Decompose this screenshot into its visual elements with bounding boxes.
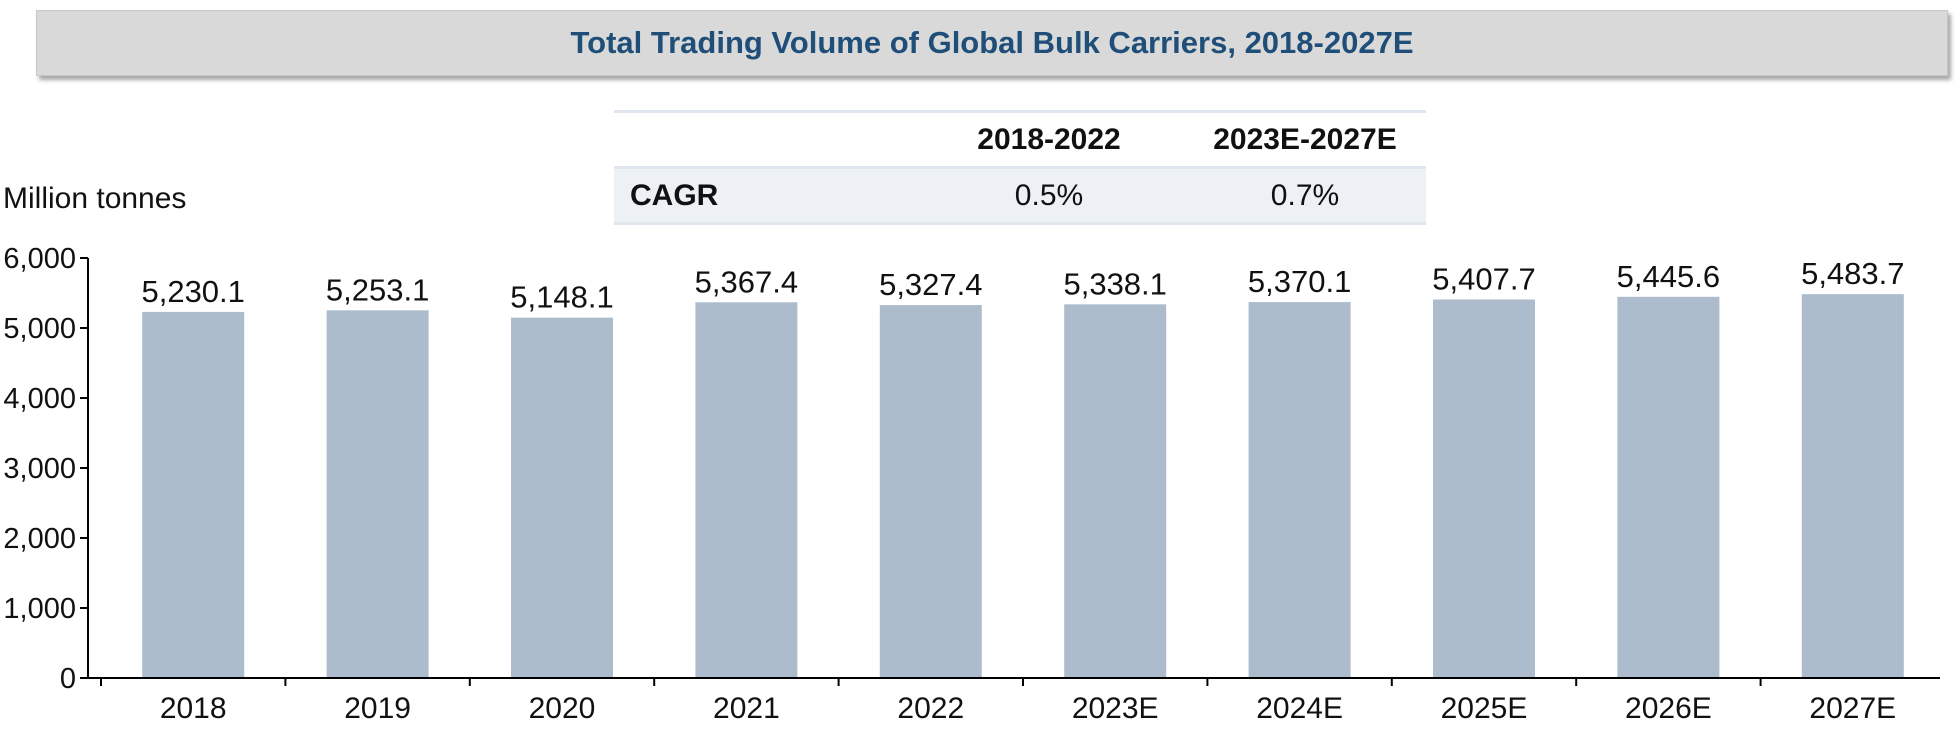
y-tick-label: 3,000 xyxy=(3,453,76,485)
chart-title: Total Trading Volume of Global Bulk Carr… xyxy=(570,25,1414,60)
bar xyxy=(142,311,245,678)
y-tick-label: 1,000 xyxy=(3,593,76,625)
x-tick-label: 2022 xyxy=(897,692,964,725)
x-tick-label: 2018 xyxy=(160,692,227,725)
x-tick-label: 2025E xyxy=(1441,692,1528,725)
y-tick-label: 2,000 xyxy=(3,523,76,555)
data-label: 5,253.1 xyxy=(326,272,429,307)
x-tick-label: 2023E xyxy=(1072,692,1159,725)
bar xyxy=(326,310,429,678)
x-tick-label: 2024E xyxy=(1256,692,1343,725)
cagr-header-row: 2018-2022 2023E-2027E xyxy=(614,111,1426,168)
title-banner: Total Trading Volume of Global Bulk Carr… xyxy=(36,10,1948,76)
x-tick-label: 2019 xyxy=(344,692,411,725)
bar xyxy=(879,305,982,678)
x-tick-label: 2027E xyxy=(1809,692,1896,725)
data-label: 5,148.1 xyxy=(510,280,613,315)
data-label: 5,367.4 xyxy=(695,264,798,299)
cagr-value: 0.5% xyxy=(1014,178,1084,212)
x-tick-label: 2020 xyxy=(529,692,596,725)
cagr-row-label: CAGR xyxy=(630,178,719,212)
bar xyxy=(1433,299,1535,678)
bar xyxy=(1801,294,1904,678)
cagr-row: CAGR 0.5% 0.7% xyxy=(614,167,1426,224)
y-tick-label: 4,000 xyxy=(3,383,76,415)
bar xyxy=(1248,302,1351,678)
data-label: 5,483.7 xyxy=(1801,256,1904,291)
data-label: 5,230.1 xyxy=(141,274,244,309)
cagr-value: 0.7% xyxy=(1270,178,1340,212)
data-label: 5,407.7 xyxy=(1432,261,1535,296)
data-label: 5,338.1 xyxy=(1063,266,1166,301)
y-tick-label: 6,000 xyxy=(3,243,76,275)
y-tick-label: 0 xyxy=(60,663,76,695)
data-label: 5,370.1 xyxy=(1248,264,1351,299)
cagr-table: 2018-2022 2023E-2027E CAGR 0.5% 0.7% xyxy=(614,110,1426,225)
cagr-period-header: 2023E-2027E xyxy=(1213,122,1397,156)
bar xyxy=(1617,296,1720,678)
data-label: 5,445.6 xyxy=(1617,259,1720,294)
cagr-period-header: 2018-2022 xyxy=(977,122,1121,156)
x-tick-label: 2026E xyxy=(1625,692,1712,725)
y-axis-unit-label: Million tonnes xyxy=(3,182,187,215)
x-tick-label: 2021 xyxy=(713,692,780,725)
y-tick-label: 5,000 xyxy=(3,313,76,345)
bar xyxy=(511,317,613,678)
data-label: 5,327.4 xyxy=(879,267,982,302)
bar xyxy=(695,302,798,678)
bar xyxy=(1064,304,1167,678)
